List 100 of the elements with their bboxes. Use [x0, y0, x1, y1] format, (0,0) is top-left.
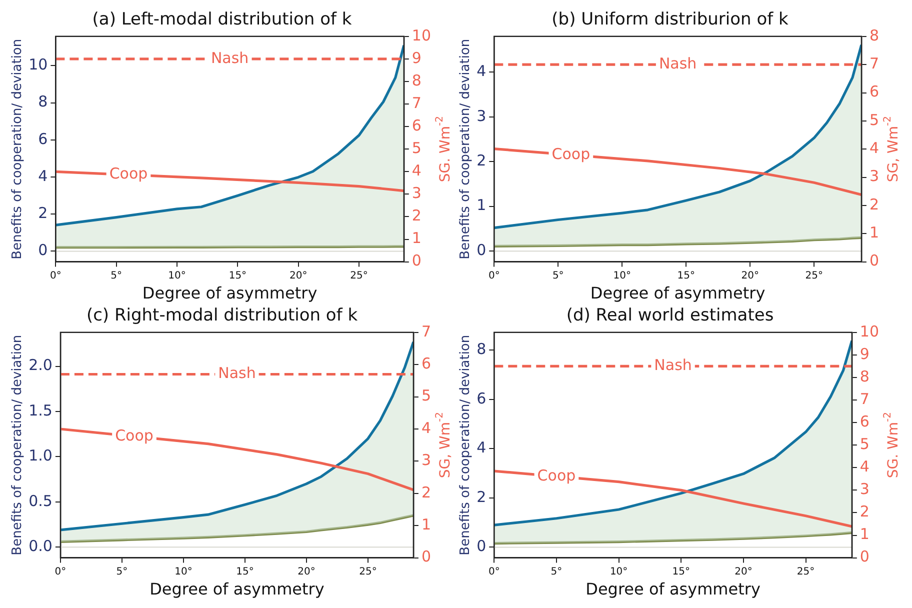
- y2-tick-label: 3: [860, 480, 870, 498]
- y-axis-title: Benefits of cooperation/ deviation: [10, 334, 26, 556]
- series-label: Coop: [537, 466, 576, 484]
- y2-tick-label: 0: [869, 252, 880, 270]
- x-tick-label: 25°: [796, 566, 815, 578]
- x-tick-label: 20°: [734, 566, 752, 578]
- y2-tick-label: 4: [412, 162, 422, 180]
- x-tick-label: 0°: [488, 270, 500, 282]
- y-tick-label: 3: [476, 106, 486, 125]
- y2-tick-label: 5: [412, 138, 422, 157]
- y-tick-label: 6: [38, 130, 48, 148]
- y-tick-label: 2: [38, 204, 48, 222]
- series-label: Nash: [658, 54, 697, 72]
- y-tick-label: 2.0: [28, 356, 52, 374]
- y-axis-title: Benefits of cooperation/ deviation: [458, 38, 474, 260]
- y-tick-label: 0.5: [28, 492, 52, 510]
- x-tick-label: 10°: [613, 270, 631, 282]
- y2-tick-label: 5: [421, 386, 432, 405]
- chart-title: (c) Right-modal distribution of k: [86, 306, 358, 326]
- y2-tick-label: 3: [421, 451, 432, 470]
- y-tick-label: 8: [476, 340, 486, 358]
- y2-tick-label: 7: [412, 94, 422, 112]
- y2-tick-label: 4: [860, 458, 870, 476]
- x-tick-label: 10°: [610, 566, 628, 578]
- chart-title: (b) Uniform distriburion of k: [552, 10, 788, 30]
- y-tick-label: 2: [476, 488, 486, 506]
- y2-tick-label: 9: [860, 344, 870, 363]
- x-tick-label: 20°: [289, 270, 308, 282]
- y2-tick-label: 3: [869, 167, 880, 186]
- y2-tick-label: 6: [869, 82, 880, 101]
- x-axis-title: Degree of asymmetry: [590, 284, 766, 303]
- x-axis-title: Degree of asymmetry: [142, 284, 318, 303]
- series-label: Nash: [218, 364, 256, 382]
- y2-tick-label: 4: [421, 418, 432, 437]
- y2-tick-label: 2: [421, 483, 432, 502]
- series-label: Coop: [115, 426, 154, 444]
- y2-tick-label: 9: [412, 48, 422, 67]
- y2-tick-label: 8: [860, 367, 870, 386]
- y2-tick-label: 7: [869, 54, 880, 72]
- y-tick-label: 0: [38, 241, 48, 260]
- x-tick-label: 5°: [110, 270, 122, 282]
- y2-tick-label: 2: [860, 502, 870, 521]
- y2-tick-label: 8: [412, 71, 422, 90]
- x-tick-label: 5°: [550, 566, 562, 578]
- y2-axis-title: SG. Wm-2: [882, 412, 902, 478]
- x-axis-title: Degree of asymmetry: [150, 580, 324, 599]
- x-tick-label: 10°: [168, 270, 186, 282]
- y-tick-label: 0: [476, 240, 486, 259]
- series-label: Nash: [210, 48, 249, 67]
- y-tick-label: 2: [476, 152, 486, 170]
- y2-axis-title: SG. Wm-2: [434, 116, 454, 182]
- y2-tick-label: 0: [412, 252, 422, 270]
- y2-tick-label: 2: [412, 206, 422, 225]
- y2-axis-title: SG, Wm-2: [882, 116, 902, 182]
- x-tick-label: 10°: [174, 566, 192, 578]
- y-tick-label: 0: [476, 537, 486, 556]
- y2-tick-label: 7: [860, 390, 870, 408]
- y2-tick-label: 6: [412, 116, 422, 134]
- x-tick-label: 25°: [359, 566, 377, 578]
- x-tick-label: 20°: [741, 270, 759, 282]
- x-tick-label: 15°: [236, 566, 254, 578]
- chart-title: (a) Left-modal distribution of k: [92, 10, 352, 30]
- x-tick-label: 0°: [488, 566, 500, 578]
- y-tick-label: 4: [476, 438, 486, 457]
- x-tick-label: 25°: [350, 270, 368, 282]
- y-tick-label: 10: [28, 56, 48, 74]
- x-tick-label: 5°: [552, 270, 564, 282]
- y-tick-label: 0.0: [28, 537, 52, 556]
- y2-tick-label: 1: [869, 224, 880, 242]
- y2-tick-label: 3: [412, 184, 422, 202]
- series-label: Nash: [654, 356, 692, 374]
- series-label: Coop: [109, 164, 148, 183]
- y2-tick-label: 10: [860, 322, 880, 340]
- chart-title: (d) Real world estimates: [566, 306, 774, 326]
- x-tick-label: 20°: [298, 566, 316, 578]
- y-tick-label: 4: [38, 166, 48, 185]
- x-tick-label: 5°: [116, 566, 128, 578]
- y2-tick-label: 6: [421, 354, 432, 372]
- y2-tick-label: 0: [860, 548, 870, 566]
- x-tick-label: 15°: [677, 270, 695, 282]
- x-tick-label: 15°: [228, 270, 247, 282]
- y2-axis-title: SG, Wm-2: [434, 412, 454, 478]
- y-tick-label: 1.0: [28, 446, 52, 465]
- x-tick-label: 0°: [50, 270, 62, 282]
- y-axis-title: Benefits of cooperation/ deviation: [458, 334, 474, 556]
- y2-tick-label: 5: [860, 434, 870, 453]
- y2-tick-label: 5: [869, 110, 880, 129]
- x-tick-label: 0°: [54, 566, 66, 578]
- y-tick-label: 6: [476, 389, 486, 408]
- y2-tick-label: 8: [869, 26, 880, 44]
- y-tick-label: 1: [476, 196, 486, 214]
- y2-tick-label: 2: [869, 195, 880, 214]
- y2-tick-label: 6: [860, 412, 870, 430]
- y2-tick-label: 7: [421, 322, 432, 340]
- y-tick-label: 4: [476, 62, 486, 80]
- y-axis-title: Benefits of cooperation/ deviation: [10, 38, 26, 260]
- y-tick-label: 1.5: [28, 401, 52, 420]
- series-label: Coop: [552, 144, 590, 163]
- x-tick-label: 15°: [672, 566, 690, 578]
- y-tick-label: 8: [38, 92, 48, 111]
